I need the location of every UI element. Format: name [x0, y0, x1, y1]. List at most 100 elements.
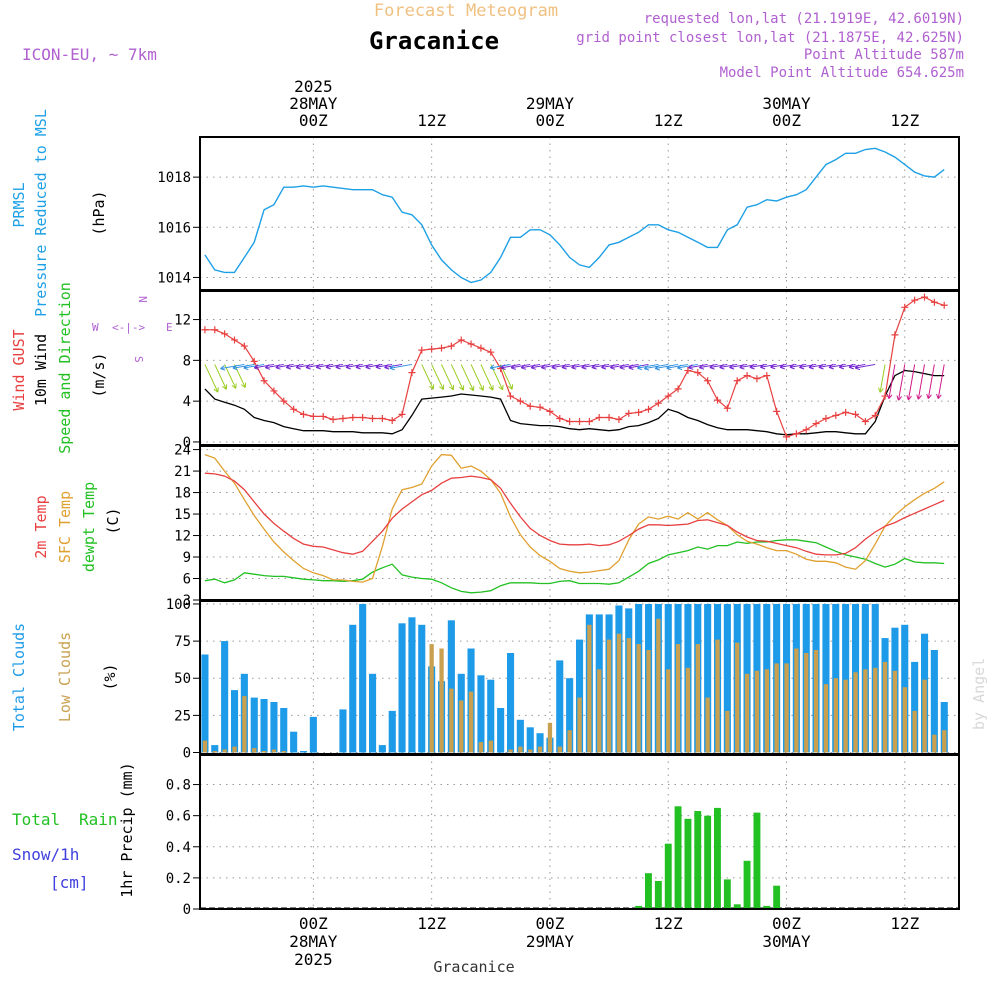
low-cloud-bar [587, 624, 592, 753]
low-cloud-bar [606, 639, 612, 753]
low-cloud-bar [823, 684, 829, 753]
low-cloud-bar [449, 688, 454, 753]
total-cloud-bar [339, 709, 347, 753]
rain-bar [654, 881, 662, 909]
total-cloud-bar [842, 604, 850, 753]
y-tick-label: 4 [183, 394, 191, 410]
rain-bar [743, 860, 751, 909]
gust-marker [822, 414, 830, 422]
y-tick-label: 1018 [157, 170, 191, 186]
total-cloud-bar [408, 617, 416, 753]
low-cloud-bar [478, 742, 484, 753]
total-cloud-bar [388, 710, 396, 753]
dewpt-line [204, 539, 945, 594]
total-cloud-bar [211, 745, 219, 753]
wind-direction-arrow [285, 363, 304, 370]
wind-direction-arrow [315, 363, 334, 370]
gust-marker [556, 414, 564, 422]
compass-n: N [136, 296, 149, 303]
pressure-label-prmsl: PRMSL [10, 182, 28, 227]
wind-direction-arrow [220, 363, 245, 371]
low-cloud-bar [646, 650, 651, 753]
gust-marker [861, 418, 869, 426]
low-cloud-bar [488, 740, 493, 753]
low-cloud-bar [754, 670, 760, 753]
gust-marker [802, 426, 810, 434]
y-tick-label: 0.2 [166, 871, 191, 887]
gust-marker [359, 413, 367, 421]
y-tick-label: 18 [174, 486, 191, 502]
top-time-label: 29MAY [526, 94, 575, 113]
wind-direction-arrow [500, 363, 521, 370]
gust-marker [309, 412, 317, 420]
total-cloud-bar [369, 673, 377, 753]
gust-marker [585, 418, 593, 426]
y-tick-label: 0 [183, 902, 191, 918]
low-cloud-bar [616, 633, 622, 753]
wind-direction-arrow [729, 363, 748, 370]
gust-marker [743, 372, 751, 380]
total-cloud-bar [497, 708, 505, 753]
gust-marker [645, 405, 652, 413]
total-cloud-bar [566, 678, 574, 753]
gust-marker [566, 418, 574, 426]
wind-direction-arrow [345, 363, 363, 370]
y-tick-label: 25 [174, 708, 191, 724]
wind-direction-arrow [643, 363, 669, 371]
low-cloud-bar [813, 650, 819, 753]
grid-point-coords: grid point closest lon,lat (21.1875E, 42… [576, 30, 964, 46]
gust-marker [684, 367, 692, 375]
total-cloud-bar [231, 690, 239, 753]
wind-direction-arrow [204, 364, 219, 393]
wind-direction-arrow [818, 363, 836, 370]
y-tick-label: 0 [183, 435, 191, 451]
bottom-time-label: 00Z [772, 914, 801, 933]
top-time-label: 12Z [890, 111, 919, 130]
y-tick-label: 1016 [157, 220, 191, 236]
wind-direction-arrow [295, 363, 314, 370]
gust-marker [921, 293, 928, 301]
y-tick-label: 100 [166, 597, 191, 613]
bottom-time-label: 29MAY [526, 932, 575, 951]
low-cloud-bar [547, 722, 553, 753]
bottom-time-label: 30MAY [762, 932, 811, 951]
wind-direction-arrow [389, 363, 413, 371]
panel-precip: 0 0.2 0.4 0.6 0.8 [166, 755, 959, 918]
y-tick-label: 75 [174, 634, 191, 650]
sfc-temp-line [204, 453, 945, 583]
total-cloud-bar [201, 654, 209, 753]
sfc-temp-label: SFC Temp [56, 491, 74, 563]
low-cloud-bar [222, 749, 227, 753]
low-cloud-bar [784, 663, 789, 753]
low-cloud-bar [804, 653, 809, 753]
wind-direction-arrow [431, 364, 445, 391]
gust-marker [654, 399, 662, 407]
gust-marker [714, 396, 721, 404]
rain-bar [645, 873, 652, 909]
total-cloud-bar [536, 733, 544, 753]
wind-direction-arrow [450, 364, 465, 391]
wind-direction-arrow [789, 363, 807, 370]
low-cloud-bar [518, 746, 523, 753]
wind-direction-arrow [677, 363, 698, 371]
precip-cm-label: [cm] [50, 873, 89, 892]
rain-bar [714, 807, 721, 909]
wind-unit-label: (m/s) [90, 352, 108, 397]
precip-total-label: Total [12, 810, 60, 829]
y-tick-label: 1014 [157, 270, 191, 286]
total-cloud-bar [704, 604, 712, 753]
t2m-label: 2m Temp [32, 495, 50, 558]
gust-marker [832, 411, 840, 419]
gust-marker [871, 411, 879, 419]
gust-marker [704, 377, 712, 385]
y-tick-label: 21 [174, 464, 191, 480]
wind-direction-arrow [896, 364, 906, 401]
wind-direction-arrow [243, 363, 265, 371]
gust-marker [290, 405, 298, 413]
panel-wind: 0 4 8 12 [174, 291, 959, 451]
total-cloud-bar [507, 653, 515, 753]
y-tick-label: 24 [174, 443, 191, 459]
gust-line [204, 296, 945, 438]
low-cloud-bar [459, 700, 464, 753]
